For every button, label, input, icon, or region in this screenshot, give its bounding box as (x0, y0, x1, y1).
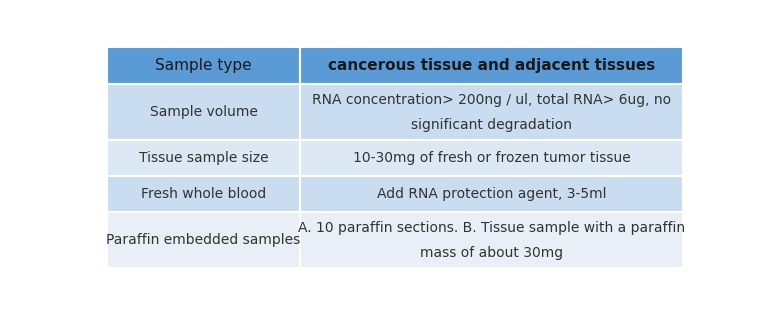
Text: cancerous tissue and adjacent tissues: cancerous tissue and adjacent tissues (328, 58, 655, 73)
FancyBboxPatch shape (300, 84, 683, 140)
FancyBboxPatch shape (300, 47, 683, 84)
FancyBboxPatch shape (107, 47, 300, 84)
FancyBboxPatch shape (107, 84, 300, 140)
FancyBboxPatch shape (300, 176, 683, 212)
Text: 10-30mg of fresh or frozen tumor tissue: 10-30mg of fresh or frozen tumor tissue (353, 151, 631, 165)
Text: Fresh whole blood: Fresh whole blood (141, 187, 266, 201)
Text: Tissue sample size: Tissue sample size (139, 151, 268, 165)
FancyBboxPatch shape (300, 212, 683, 268)
FancyBboxPatch shape (107, 176, 300, 212)
FancyBboxPatch shape (107, 212, 300, 268)
FancyBboxPatch shape (300, 140, 683, 176)
Text: RNA concentration> 200ng / ul, total RNA> 6ug, no
significant degradation: RNA concentration> 200ng / ul, total RNA… (312, 93, 672, 132)
Text: Sample volume: Sample volume (150, 105, 258, 119)
Text: Sample type: Sample type (155, 58, 252, 73)
Text: Add RNA protection agent, 3-5ml: Add RNA protection agent, 3-5ml (377, 187, 606, 201)
Text: A. 10 paraffin sections. B. Tissue sample with a paraffin
mass of about 30mg: A. 10 paraffin sections. B. Tissue sampl… (298, 221, 685, 260)
FancyBboxPatch shape (107, 140, 300, 176)
Text: Paraffin embedded samples: Paraffin embedded samples (106, 233, 301, 247)
